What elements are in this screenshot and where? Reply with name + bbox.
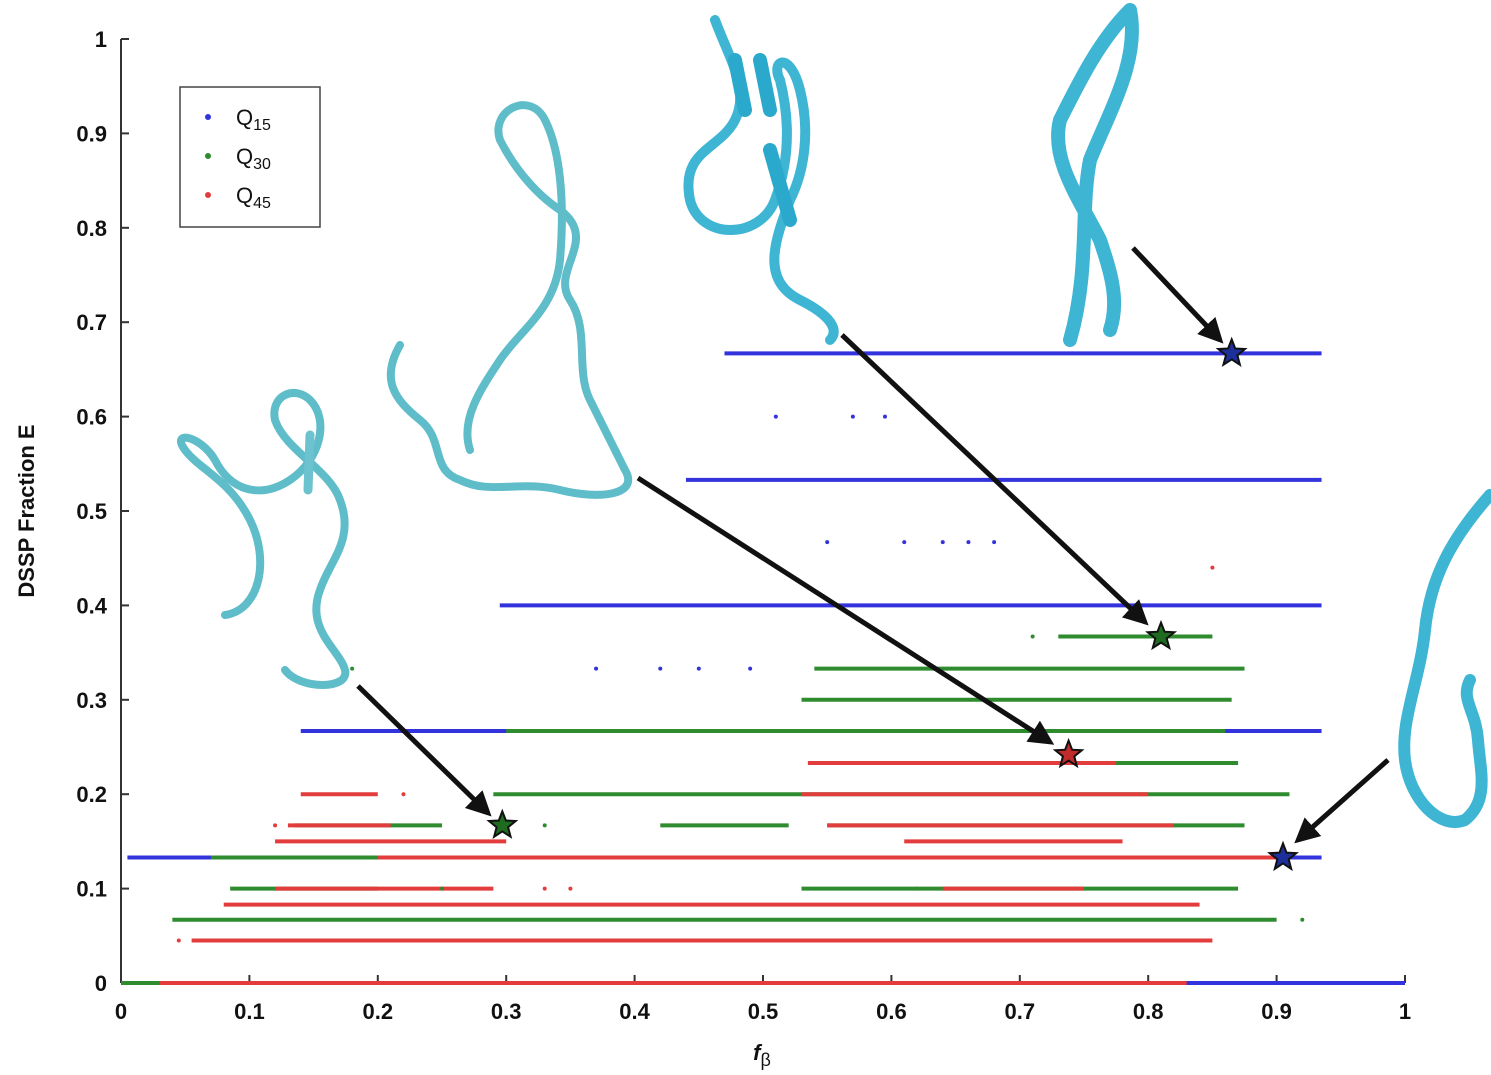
x-tick-label: 0.3	[491, 999, 522, 1024]
data-point-q15	[696, 666, 701, 671]
series-points	[176, 414, 1305, 943]
data-point-q30	[440, 886, 444, 891]
arrow-to-star-2	[840, 333, 1149, 626]
x-axis-title: fβ	[753, 1040, 771, 1070]
x-tick-label: 0.9	[1261, 999, 1292, 1024]
y-tick-label: 0.2	[76, 782, 107, 807]
x-axis-title-sub: β	[760, 1050, 770, 1070]
arrow-to-star-5	[1294, 758, 1390, 844]
highlight-star	[486, 808, 519, 839]
data-point-q15	[902, 540, 907, 545]
legend-marker-q45	[205, 192, 211, 198]
arrow-to-star-4	[356, 684, 492, 817]
x-tick-label: 1	[1399, 999, 1411, 1024]
legend-box	[179, 86, 321, 228]
protein-beta-hairpin	[1051, 3, 1139, 347]
protein-beta-partial	[683, 15, 839, 345]
annotation-arrows	[356, 246, 1390, 844]
data-point-q45	[1210, 565, 1215, 570]
x-tick-label: 0.5	[748, 999, 779, 1024]
legend-marker-q30	[205, 153, 211, 159]
highlight-star	[1052, 737, 1085, 769]
data-point-q30	[1300, 917, 1305, 922]
data-point-q15	[773, 414, 778, 419]
x-tick-label: 0.2	[363, 999, 394, 1024]
y-tick-label: 0	[95, 971, 107, 996]
y-tick-label: 0.3	[76, 688, 107, 713]
y-tick-label: 0.7	[76, 310, 107, 335]
data-point-q15	[882, 414, 887, 419]
highlighted-points	[486, 336, 1299, 872]
data-point-q15	[658, 666, 663, 671]
data-point-q15	[850, 414, 855, 419]
legend-marker-q15	[205, 114, 211, 120]
y-axis-ticks: 0 0.1 0.2 0.3 0.4 0.5 0.6 0.7 0.8 0.9 1	[76, 27, 129, 996]
arrow-to-star-3	[636, 475, 1055, 745]
y-tick-label: 0.8	[76, 216, 107, 241]
legend-label-q15: Q15	[236, 105, 271, 134]
data-point-q30	[350, 666, 355, 671]
protein-coil-extended	[386, 101, 633, 499]
data-point-q15	[966, 540, 971, 545]
x-tick-label: 0.1	[234, 999, 265, 1024]
data-point-q15	[594, 666, 599, 671]
legend: Q15 Q30 Q45	[179, 86, 321, 228]
x-tick-label: 0.4	[619, 999, 650, 1024]
data-point-q45	[401, 792, 406, 797]
y-tick-label: 1	[95, 27, 107, 52]
y-tick-label: 0.1	[76, 877, 107, 902]
data-point-q45	[176, 938, 181, 943]
y-tick-label: 0.5	[76, 499, 107, 524]
highlight-star	[1145, 619, 1178, 651]
y-tick-label: 0.9	[76, 121, 107, 146]
protein-coil-compact	[176, 388, 350, 689]
x-tick-label: 0.8	[1133, 999, 1164, 1024]
y-axis-title: DSSP Fraction E	[14, 424, 39, 597]
data-point-q45	[966, 761, 971, 766]
arrow-to-star-1	[1131, 246, 1224, 344]
legend-label-q30: Q30	[236, 144, 271, 173]
x-tick-label: 0.6	[876, 999, 907, 1024]
highlight-star	[1267, 840, 1299, 872]
data-point-q30	[915, 886, 920, 891]
data-point-q15	[825, 540, 830, 545]
x-tick-label: 0	[115, 999, 127, 1024]
highlight-star	[1215, 336, 1248, 367]
protein-beta-edge	[1398, 489, 1491, 828]
data-point-q45	[568, 886, 573, 891]
x-tick-label: 0.7	[1005, 999, 1036, 1024]
data-point-q45	[273, 823, 278, 828]
data-point-q45	[915, 855, 920, 860]
data-point-q30	[542, 823, 547, 828]
protein-structure-illustrations	[176, 3, 1491, 828]
data-point-q45	[542, 886, 547, 891]
data-point-q15	[992, 540, 997, 545]
x-axis-title-main: f	[753, 1040, 763, 1065]
y-tick-label: 0.4	[76, 593, 107, 618]
data-point-q30	[1030, 634, 1035, 639]
legend-label-q45: Q45	[236, 183, 271, 212]
y-tick-label: 0.6	[76, 405, 107, 430]
series-segments	[121, 351, 1405, 985]
data-point-q15	[940, 540, 945, 545]
data-point-q15	[748, 666, 753, 671]
